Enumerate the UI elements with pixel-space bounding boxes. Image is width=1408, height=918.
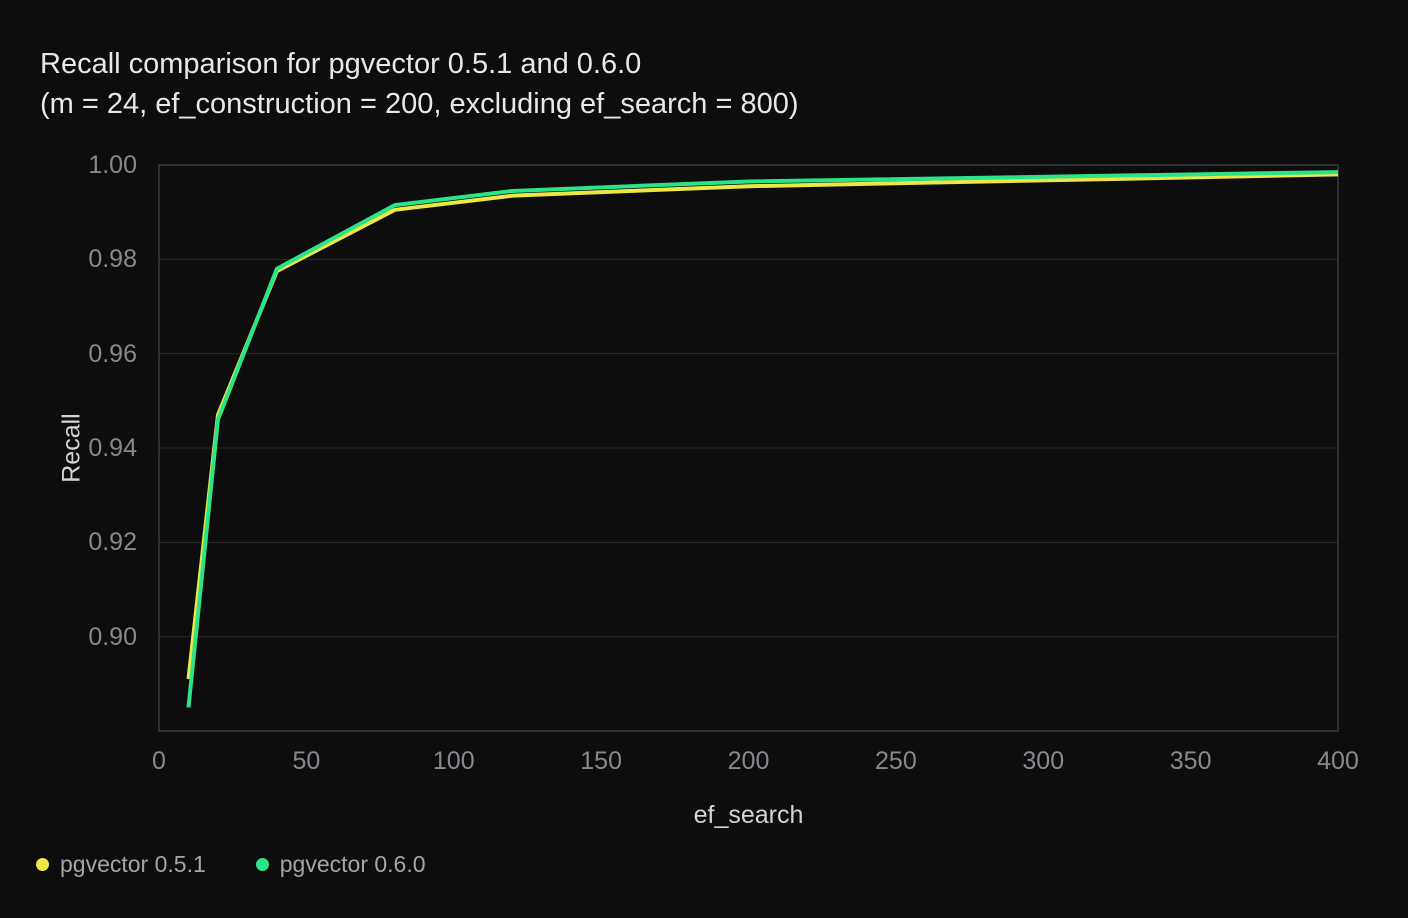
legend-dot-icon bbox=[255, 858, 269, 871]
y-tick-label: 0.98 bbox=[88, 245, 137, 274]
x-tick-label: 50 bbox=[292, 747, 321, 775]
legend-dot-icon bbox=[36, 858, 49, 871]
x-tick-label: 150 bbox=[580, 747, 622, 775]
x-tick-label: 400 bbox=[1317, 747, 1359, 775]
chart-title: Recall comparison for pgvector 0.5.1 and… bbox=[40, 44, 799, 124]
x-tick-label: 200 bbox=[727, 747, 770, 775]
legend-item-0[interactable]: pgvector 0.5.1 bbox=[36, 851, 206, 878]
chart-title-line-2: (m = 24, ef_construction = 200, excludin… bbox=[40, 88, 799, 120]
y-tick-label: 1.00 bbox=[88, 151, 137, 179]
chart-title-line-1: Recall comparison for pgvector 0.5.1 and… bbox=[40, 48, 642, 80]
x-axis-title: ef_search bbox=[693, 801, 804, 829]
x-tick-label: 250 bbox=[875, 747, 917, 775]
series-line-1 bbox=[186, 170, 1339, 708]
legend-item-1[interactable]: pgvector 0.6.0 bbox=[255, 851, 426, 878]
y-tick-label: 0.94 bbox=[88, 434, 137, 462]
y-tick-label: 0.96 bbox=[88, 339, 137, 368]
x-tick-label: 0 bbox=[152, 747, 166, 775]
x-tick-label: 100 bbox=[432, 747, 475, 775]
y-axis-title: Recall bbox=[57, 413, 86, 483]
legend-label: pgvector 0.6.0 bbox=[279, 851, 426, 877]
series-line-0 bbox=[186, 172, 1339, 680]
legend-label: pgvector 0.5.1 bbox=[60, 851, 206, 877]
y-tick-label: 0.92 bbox=[88, 528, 137, 557]
x-tick-label: 350 bbox=[1169, 747, 1212, 775]
plot-border bbox=[158, 164, 1339, 732]
legend: pgvector 0.5.1 pgvector 0.6.0 bbox=[36, 851, 426, 878]
y-tick-label: 0.90 bbox=[88, 622, 137, 651]
x-tick-label: 300 bbox=[1022, 747, 1065, 775]
